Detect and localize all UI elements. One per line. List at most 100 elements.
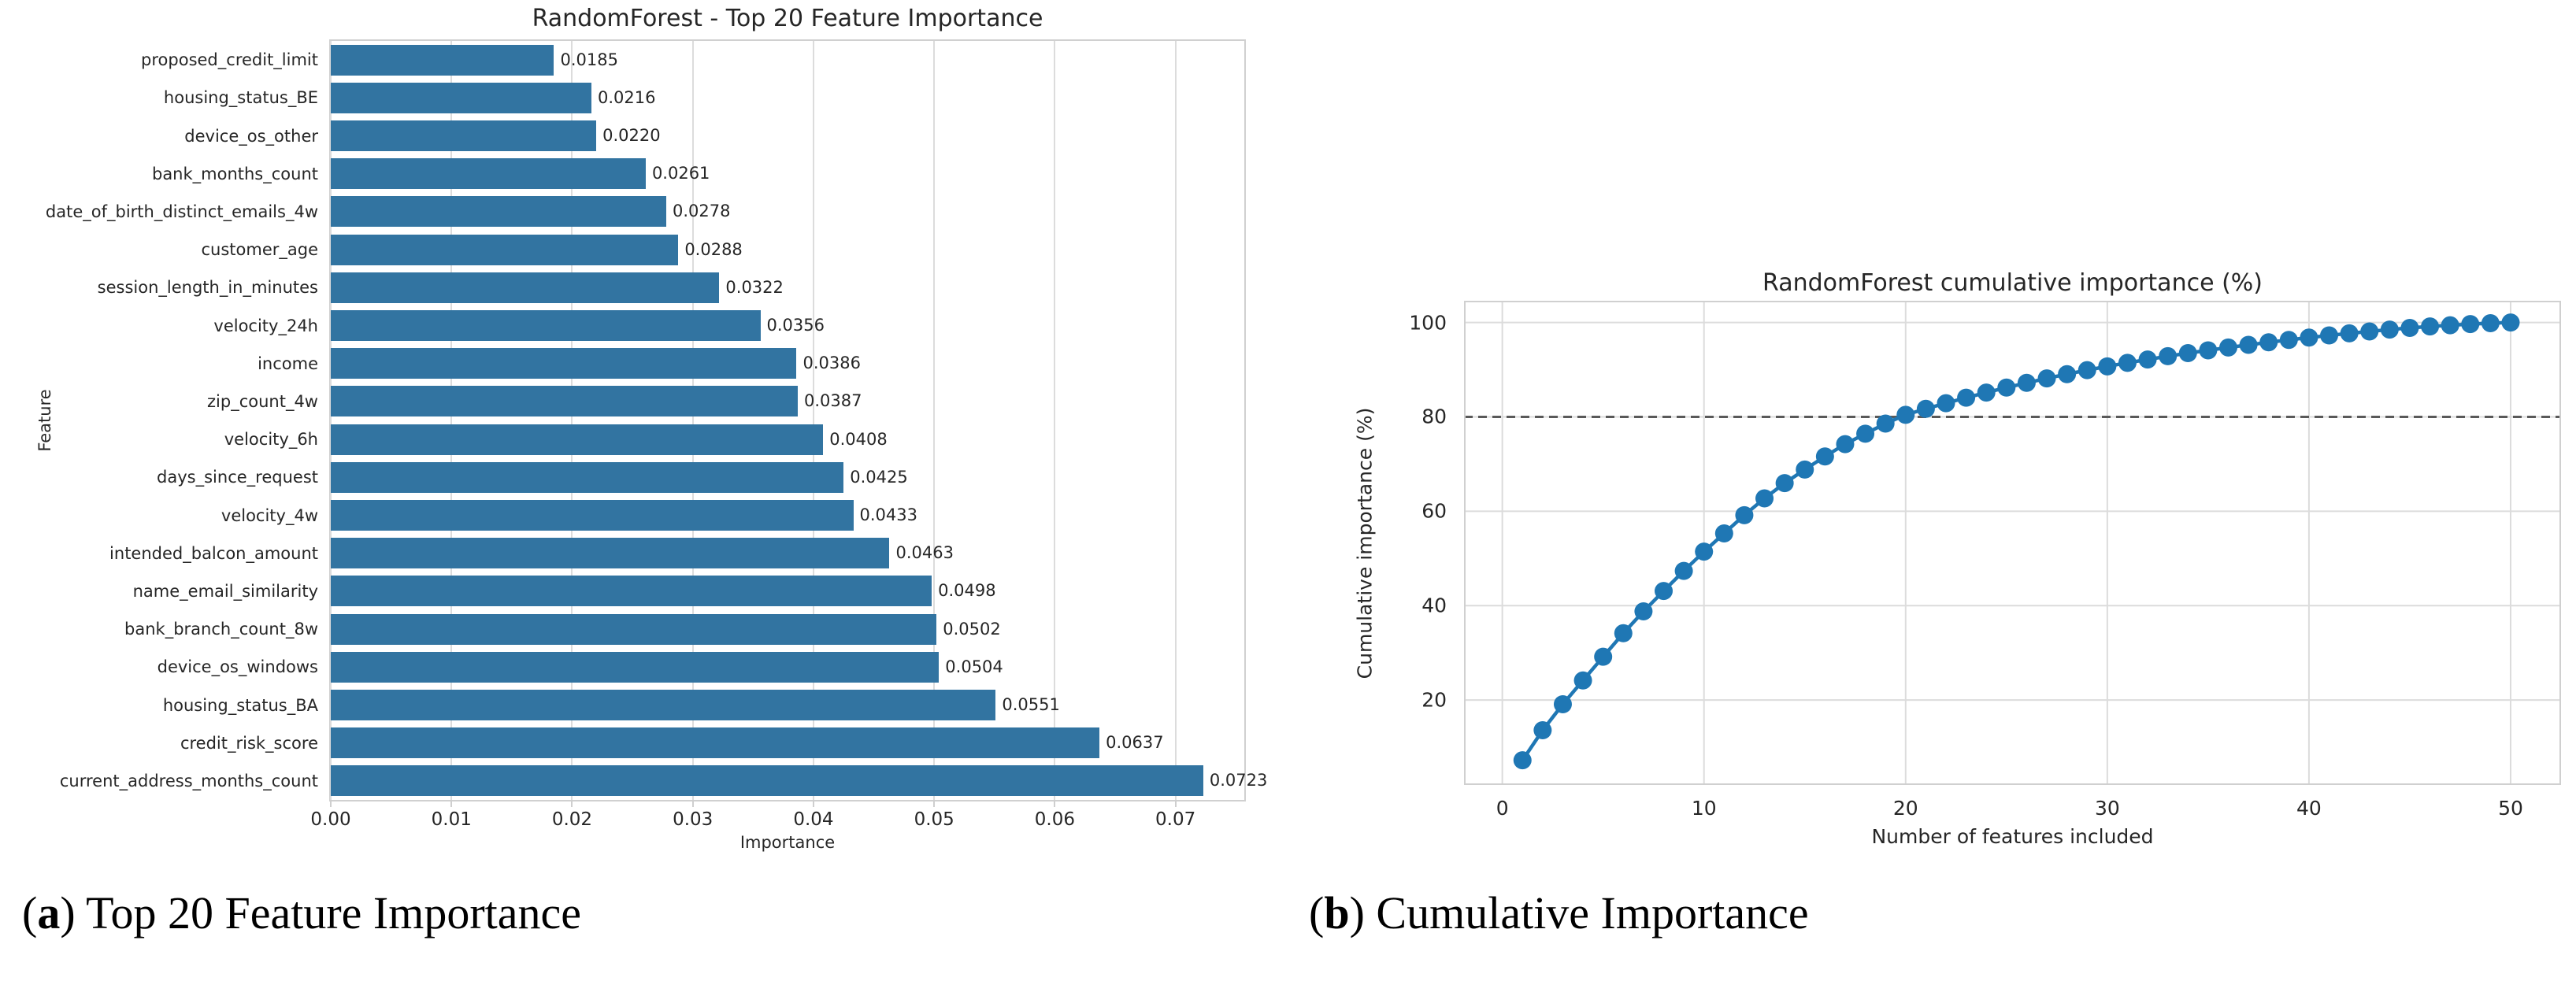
caption-a-marker: a [37,887,61,938]
data-point [2199,341,2218,360]
data-point [2138,350,2157,369]
importance-bar [331,196,666,228]
bar-value-label: 0.0425 [850,467,908,487]
feature-name-label: intended_balcon_amount [109,543,318,563]
bar-value-label: 0.0387 [804,391,862,411]
importance-bar [331,82,591,113]
importance-bar [331,765,1203,797]
data-point [1957,388,1976,407]
figure-a-tickmark [450,800,453,807]
feature-name-label: session_length_in_minutes [97,278,318,298]
importance-bar [331,727,1100,759]
importance-bar [331,690,996,720]
figure-a-tickmark [330,800,332,807]
data-point [1796,460,1814,479]
feature-name-label: velocity_6h [224,430,318,450]
feature-name-label: housing_status_BE [163,88,318,108]
data-point [2300,328,2318,347]
data-point [1553,694,1572,713]
data-point [1977,383,1996,402]
data-point [1655,582,1673,601]
feature-name-label: name_email_similarity [132,581,318,601]
data-point [1896,405,1915,424]
figure-a-gridline [330,41,332,800]
feature-name-label: bank_months_count [151,164,318,183]
cumulative-line [1521,320,2511,761]
data-point [2441,316,2459,335]
feature-name-label: zip_count_4w [207,391,318,411]
caption-b: (b) Cumulative Importance [1309,887,1809,939]
bar-value-label: 0.0433 [859,505,917,524]
bar-value-label: 0.0261 [651,164,710,183]
importance-bar [331,44,554,76]
feature-name-label: customer_age [201,240,318,260]
importance-bar [331,613,937,645]
figure-a-gridline [1174,41,1177,800]
figure-b-y-tick-labels: 20 40 60 80 100 [1289,301,1447,785]
importance-bar [331,310,761,341]
figure-b-y-tick-label: 20 [1421,688,1447,712]
figure-a-x-tick-label: 0.05 [914,809,954,830]
figure-a-gridline [571,41,573,800]
data-point [1594,647,1613,666]
caption-a-open-paren: ( [22,887,38,938]
caption-b-close-paren: ) [1349,887,1365,938]
importance-bar [331,120,597,151]
figure-a-tickmark [1054,800,1056,807]
figure-a-plot-area: 0.0185 0.0216 0.0220 0.0261 0.0278 0.0288 0.03… [329,39,1267,801]
figure-a-x-axis-label: Importance [739,833,836,852]
data-point [1614,624,1633,642]
feature-name-label: days_since_request [157,468,318,487]
importance-bar [331,386,799,417]
figure-a-x-tick-label: 0.07 [1155,809,1196,830]
bar-value-label: 0.0498 [938,581,996,601]
data-point [2159,346,2178,365]
feature-name-label: date_of_birth_distinct_emails_4w [45,202,318,221]
data-point [2461,315,2480,334]
data-point [1695,542,1714,561]
data-point [2360,322,2379,341]
bar-value-label: 0.0278 [672,202,731,221]
data-point [1997,378,2016,397]
data-point [1573,671,1592,690]
figure-a-tickmark [812,800,814,807]
figure-b-x-tick-label: 30 [2094,797,2120,820]
figure-b-y-tick-label: 80 [1421,405,1447,428]
data-point [2239,335,2258,354]
feature-name-label: bank_branch_count_8w [124,620,318,639]
importance-bar [331,651,940,683]
figure-a-tickmark [933,800,936,807]
feature-name-label: device_os_other [184,126,318,146]
importance-bar [331,348,797,379]
figure-a-gridline [691,41,694,800]
figure-a-gridline [812,41,814,800]
feature-name-label: device_os_windows [157,657,318,677]
data-point [2017,373,2036,392]
feature-name-label: velocity_4w [221,505,318,525]
data-point [1513,751,1532,770]
figure-a-x-tick-label: 0.00 [310,809,351,830]
data-point [2501,313,2520,332]
figure-a-tickmark [1174,800,1177,807]
bar-value-label: 0.0216 [597,87,656,107]
feature-name-label: velocity_24h [213,316,318,335]
data-point [2400,318,2419,337]
data-point [2340,324,2359,342]
data-point [1876,414,1895,433]
figure-b-y-tick-label: 100 [1409,311,1447,335]
bar-value-label: 0.0463 [895,543,954,563]
figure-a-x-tick-labels: 0.00 0.01 0.02 0.03 0.04 0.05 0.06 0.07 [310,809,1246,831]
figure-a-x-tick-label: 0.04 [793,809,834,830]
bar-value-label: 0.0220 [602,126,661,145]
bar-value-label: 0.0386 [802,354,861,373]
data-point [1815,447,1834,466]
importance-bar [331,234,679,265]
data-point [1533,720,1552,739]
data-point [1735,505,1754,524]
figure-a-title: RandomForest - Top 20 Feature Importance [532,5,1043,32]
caption-a: (a) Top 20 Feature Importance [22,887,581,939]
bar-value-label: 0.0185 [560,50,618,69]
figure-a-gridline [933,41,936,800]
figure-b-title: RandomForest cumulative importance (%) [1762,269,2263,297]
bar-value-label: 0.0504 [945,657,1003,676]
